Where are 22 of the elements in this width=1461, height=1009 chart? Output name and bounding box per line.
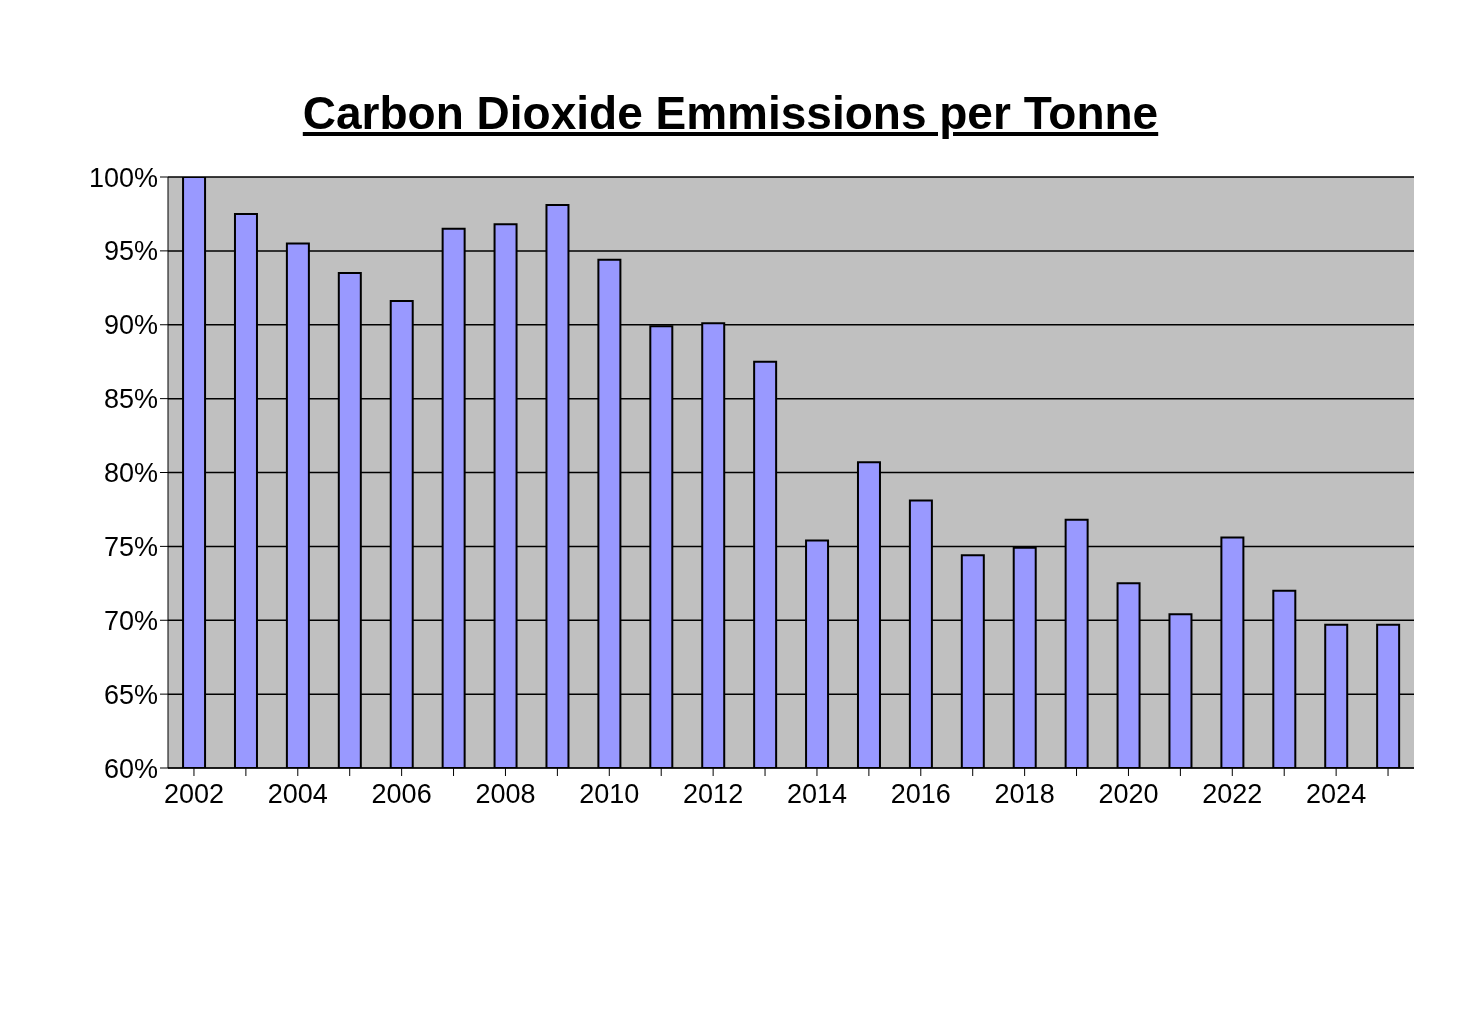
x-tick-label: 2024 xyxy=(1306,779,1367,810)
x-tick-label: 2008 xyxy=(475,779,536,810)
x-tick-label: 2014 xyxy=(786,779,847,810)
x-tick-label: 2022 xyxy=(1202,779,1263,810)
y-tick-label: 65% xyxy=(103,679,158,710)
x-tick-label: 2020 xyxy=(1098,779,1159,810)
chart-title: Carbon Dioxide Emmissions per Tonne xyxy=(301,86,1160,140)
x-tick-label: 2002 xyxy=(163,779,224,810)
y-tick-label: 60% xyxy=(103,753,158,784)
x-tick-label: 2010 xyxy=(579,779,640,810)
x-tick-label: 2016 xyxy=(890,779,951,810)
x-tick-label: 2006 xyxy=(371,779,432,810)
y-tick-label: 85% xyxy=(103,384,158,415)
y-tick-label: 70% xyxy=(103,605,158,636)
x-tick-label: 2004 xyxy=(267,779,328,810)
y-tick-label: 95% xyxy=(103,236,158,267)
y-tick-label: 80% xyxy=(103,458,158,489)
y-tick-label: 90% xyxy=(103,310,158,341)
x-tick-label: 2012 xyxy=(683,779,744,810)
x-tick-label: 2018 xyxy=(994,779,1055,810)
y-tick-label: 75% xyxy=(103,531,158,562)
y-tick-label: 100% xyxy=(88,162,158,193)
